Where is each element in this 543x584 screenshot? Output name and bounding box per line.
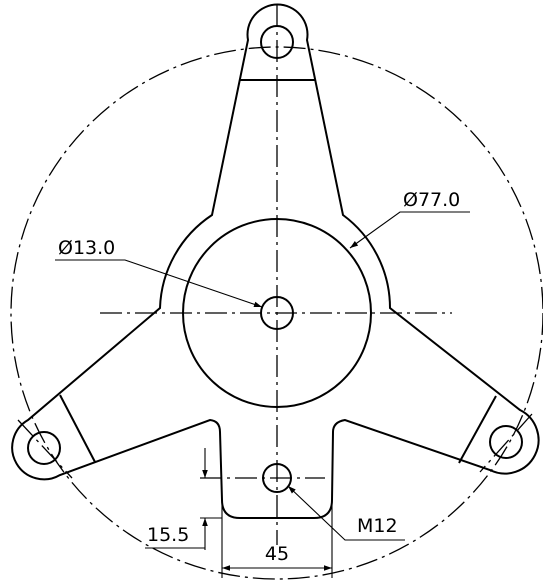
dimension-label: 15.5 [147,524,189,546]
dimension-label: 45 [265,543,289,565]
lug-line [458,395,497,464]
leader [55,259,263,308]
lug-hole [27,431,61,465]
lug-line [59,394,96,463]
part-outline [11,3,540,519]
dimension-label: M12 [357,515,398,537]
leader [349,211,470,249]
dimension-label: Ø13.0 [58,237,115,259]
dimension-label: Ø77.0 [403,189,460,211]
leader [287,485,405,541]
lug-hole [489,425,523,459]
center-line [17,419,73,479]
center-line [479,413,533,473]
